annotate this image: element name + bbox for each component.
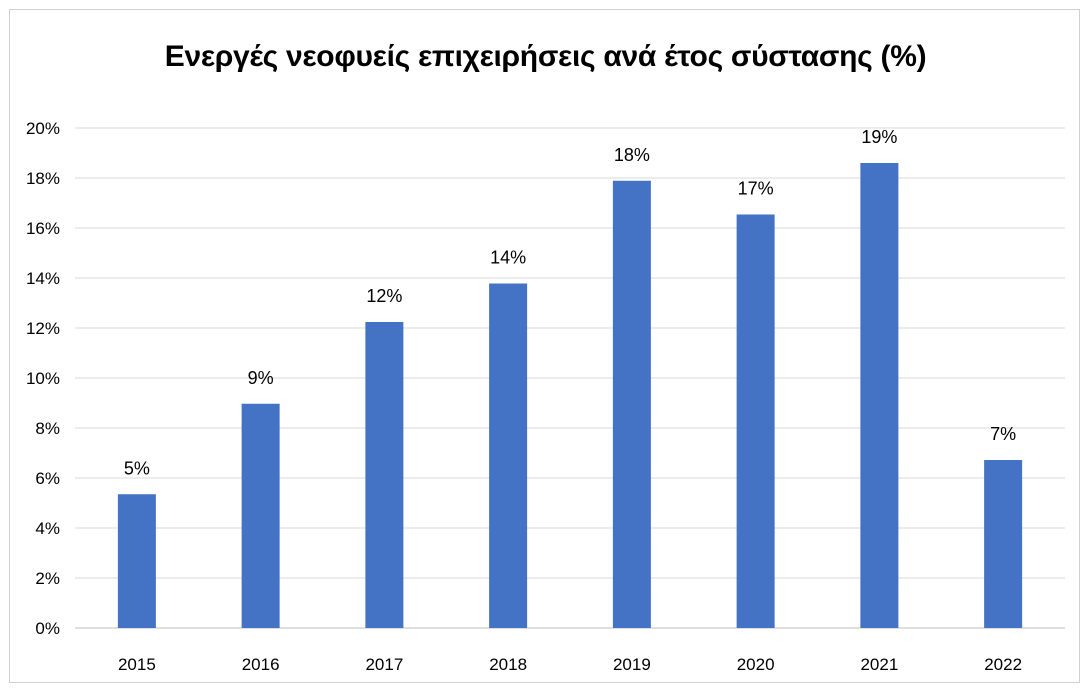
data-label: 19% [861,127,897,147]
y-tick-label: 6% [35,469,60,488]
data-label: 17% [738,179,774,199]
data-label: 12% [366,286,402,306]
y-tick-label: 0% [35,619,60,638]
y-tick-label: 14% [26,269,60,288]
y-tick-label: 18% [26,169,60,188]
bar [365,322,404,628]
data-label: 18% [614,145,650,165]
data-labels: 5% 9% 12% 14% 18% 17% 19% 7% [124,127,1016,478]
chart-title: Ενεργές νεοφυείς επιχειρήσεις ανά έτος σ… [164,40,927,73]
bar [984,460,1023,628]
x-tick-label: 2021 [860,655,898,674]
y-tick-label: 12% [26,319,60,338]
y-tick-label: 16% [26,219,60,238]
y-tick-label: 10% [26,369,60,388]
y-tick-label: 2% [35,569,60,588]
x-tick-label: 2019 [613,655,651,674]
chart-frame [9,9,1080,683]
data-label: 9% [248,368,274,388]
bar [489,283,528,628]
x-tick-label: 2017 [365,655,403,674]
bar [241,403,280,628]
x-tick-label: 2022 [984,655,1022,674]
data-label: 7% [990,424,1016,444]
y-tick-label: 4% [35,519,60,538]
data-label: 14% [490,248,526,268]
x-tick-label: 2015 [118,655,156,674]
x-tick-label: 2016 [242,655,280,674]
bar [860,163,899,628]
gridlines [75,127,1065,629]
bar [117,494,156,628]
y-tick-label: 20% [26,119,60,138]
bar [736,214,775,628]
y-axis-ticks: 0% 2% 4% 6% 8% 10% 12% 14% 16% 18% 20% [26,119,60,638]
x-axis-ticks: 2015 2016 2017 2018 2019 2020 2021 2022 [118,655,1022,674]
data-label: 5% [124,458,150,478]
bar [612,180,651,628]
bars [117,163,1023,628]
x-tick-label: 2018 [489,655,527,674]
x-tick-label: 2020 [737,655,775,674]
y-tick-label: 8% [35,419,60,438]
